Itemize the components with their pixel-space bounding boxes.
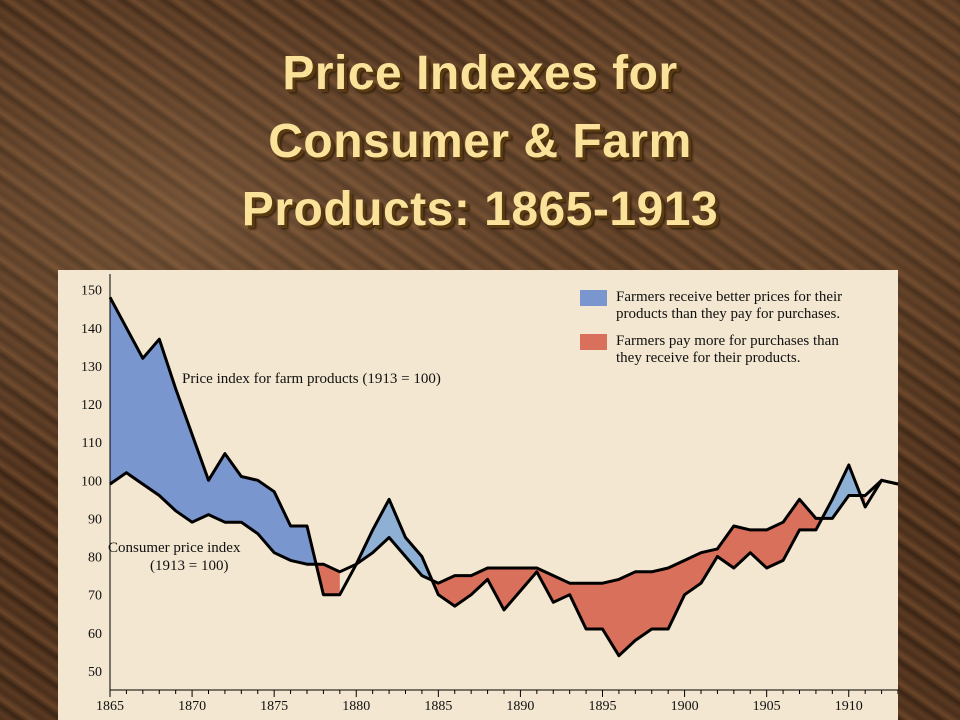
y-tick-60: 60 (88, 627, 102, 642)
y-tick-labels: 150 140 130 120 110 100 90 80 70 60 50 (81, 284, 102, 680)
x-tick-1875: 1875 (260, 699, 288, 714)
legend-entry-2-line-2: they receive for their products. (616, 350, 801, 366)
farm-products-line (108, 296, 898, 658)
slide-title-line-2: Consumer & Farm (268, 115, 692, 168)
y-tick-70: 70 (88, 589, 102, 604)
y-tick-150: 150 (81, 284, 102, 299)
x-tick-1890: 1890 (506, 699, 534, 714)
slide-title: Price Indexes for Consumer & Farm Produc… (0, 40, 960, 244)
fill-farm-higher-0 (110, 297, 317, 565)
fill-farm-lower-3 (432, 499, 823, 656)
legend-swatch-better-prices (580, 290, 607, 306)
consumer-price-line (109, 471, 898, 585)
y-tick-80: 80 (88, 551, 102, 566)
fill-farm-higher-2 (356, 499, 433, 581)
legend-swatch-pay-more (580, 334, 607, 350)
x-tick-1900: 1900 (671, 699, 699, 714)
y-tick-140: 140 (81, 322, 102, 337)
price-index-chart: 150 140 130 120 110 100 90 80 70 60 50 1865 1870 187… (81, 274, 898, 714)
x-tick-labels: 1865 1870 1875 1880 1885 1890 1895 1900 1905 1910 (96, 690, 898, 714)
y-tick-50: 50 (88, 665, 102, 680)
x-tick-1895: 1895 (589, 699, 617, 714)
x-tick-1865: 1865 (96, 699, 124, 714)
y-tick-100: 100 (81, 474, 102, 489)
y-tick-90: 90 (88, 512, 102, 527)
farm-products-annotation: Price index for farm products (1913 = 10… (182, 371, 441, 387)
legend-entry-2-line-1: Farmers pay more for purchases than (616, 333, 839, 349)
x-tick-1910: 1910 (835, 699, 863, 714)
y-tick-110: 110 (82, 436, 102, 451)
chart-panel: 150 140 130 120 110 100 90 80 70 60 50 1865 1870 187… (58, 270, 898, 720)
x-tick-1880: 1880 (342, 699, 370, 714)
slide-title-line-3: Products: 1865-1913 (241, 183, 719, 236)
y-tick-120: 120 (81, 398, 102, 413)
cpi-annotation-line-2: (1913 = 100) (150, 558, 228, 574)
y-tick-130: 130 (81, 360, 102, 375)
x-tick-1870: 1870 (178, 699, 206, 714)
slide-title-line-1: Price Indexes for (282, 47, 678, 100)
legend-entry-1-line-1: Farmers receive better prices for their (616, 289, 842, 305)
legend: Farmers receive better prices for their … (580, 289, 842, 366)
x-tick-1885: 1885 (424, 699, 452, 714)
x-tick-1905: 1905 (753, 699, 781, 714)
cpi-annotation-line-1: Consumer price index (108, 540, 241, 556)
series-lines (108, 296, 898, 658)
legend-entry-1-line-2: products than they pay for purchases. (616, 306, 840, 322)
fill-farm-higher-4 (822, 465, 861, 519)
